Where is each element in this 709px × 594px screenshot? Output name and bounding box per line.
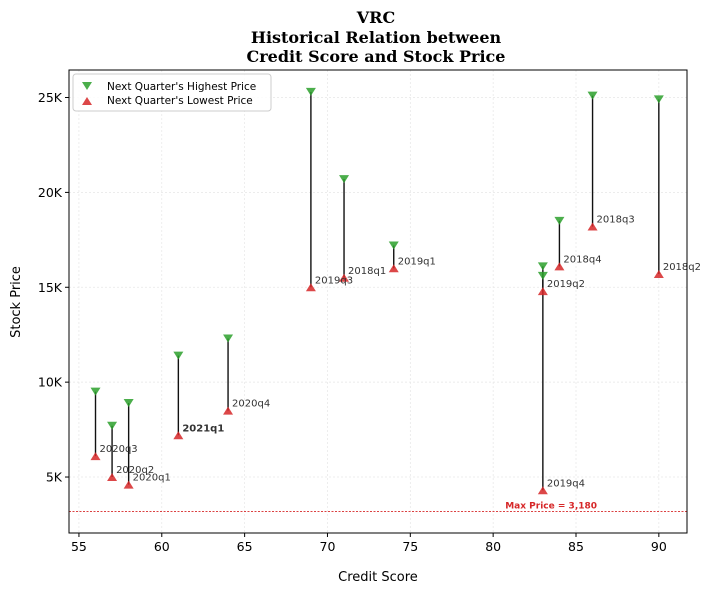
point-label: 2020q3: [100, 444, 138, 455]
high-price-marker: [388, 241, 399, 250]
high-price-marker: [339, 175, 350, 184]
low-price-marker: [388, 264, 399, 273]
high-price-marker: [123, 399, 134, 408]
low-price-marker: [123, 480, 134, 489]
y-tick-label: 20K: [38, 185, 63, 200]
reference-line-label: Max Price = 3,180: [505, 502, 597, 512]
legend: Next Quarter's Highest Price Next Quarte…: [72, 73, 272, 112]
plot-frame: [68, 69, 688, 534]
chart-title-line-1: VRC: [356, 8, 395, 27]
x-axis-ticks: 55 60 65 70 75 80 85 90: [71, 533, 667, 554]
x-tick-label: 60: [154, 539, 170, 554]
x-tick-label: 65: [237, 539, 253, 554]
grid: [69, 70, 687, 533]
legend-label-highest: Next Quarter's Highest Price: [107, 81, 256, 93]
x-tick-label: 70: [320, 539, 336, 554]
y-axis-label: Stock Price: [9, 266, 24, 338]
point-label: 2019q1: [398, 256, 436, 267]
point-label: 2018q3: [597, 215, 635, 226]
point-label: 2019q2: [547, 279, 585, 290]
point-label: 2018q2: [663, 262, 701, 273]
chart-title-line-2: Historical Relation between: [251, 28, 502, 47]
low-price-marker: [587, 222, 598, 231]
point-label: 2021q1: [182, 423, 224, 434]
legend-box: [72, 73, 272, 112]
low-price-marker: [305, 283, 316, 292]
low-price-marker: [107, 473, 118, 482]
point-markers: [90, 87, 664, 495]
high-price-marker: [587, 91, 598, 100]
high-price-marker: [554, 216, 565, 225]
point-label: 2018q4: [563, 254, 601, 265]
high-price-marker: [653, 95, 664, 104]
point-label: 2019q4: [547, 478, 585, 489]
high-price-marker: [223, 334, 234, 343]
low-price-marker: [173, 431, 184, 440]
y-tick-label: 25K: [38, 90, 63, 105]
low-price-marker: [90, 452, 101, 461]
high-price-marker: [537, 262, 548, 271]
x-axis-label: Credit Score: [338, 570, 418, 585]
low-price-marker: [537, 486, 548, 495]
high-price-marker: [107, 421, 118, 430]
y-tick-label: 15K: [38, 280, 63, 295]
high-price-marker: [537, 271, 548, 280]
low-price-marker: [653, 269, 664, 278]
legend-label-lowest: Next Quarter's Lowest Price: [107, 95, 253, 107]
reference-line-group: Max Price = 3,180: [69, 502, 687, 512]
point-label: 2020q4: [232, 399, 270, 410]
high-price-marker: [305, 87, 316, 96]
x-tick-label: 55: [71, 539, 87, 554]
point-label: 2018q1: [348, 266, 386, 277]
low-price-marker: [223, 406, 234, 415]
x-tick-label: 90: [651, 539, 667, 554]
y-tick-label: 5K: [46, 470, 63, 485]
y-tick-label: 10K: [38, 375, 63, 390]
point-label: 2019q3: [315, 275, 353, 286]
point-labels: 2020q32020q22020q12021q12020q42019q32018…: [100, 215, 701, 490]
x-tick-label: 80: [485, 539, 501, 554]
high-price-marker: [173, 351, 184, 360]
y-axis-ticks: 5K 10K 15K 20K 25K: [38, 90, 69, 485]
legend-marker-lowest: [82, 97, 92, 105]
legend-marker-highest: [82, 82, 92, 90]
point-label: 2020q1: [133, 473, 171, 484]
x-tick-label: 85: [568, 539, 584, 554]
range-stems: [94, 91, 660, 491]
x-tick-label: 75: [402, 539, 418, 554]
low-price-marker: [339, 273, 350, 282]
low-price-marker: [554, 262, 565, 271]
high-price-marker: [90, 387, 101, 396]
chart-title: VRC Historical Relation between Credit S…: [247, 8, 506, 66]
chart-title-line-3: Credit Score and Stock Price: [247, 47, 506, 66]
point-label: 2020q2: [116, 465, 154, 476]
low-price-marker: [537, 287, 548, 296]
